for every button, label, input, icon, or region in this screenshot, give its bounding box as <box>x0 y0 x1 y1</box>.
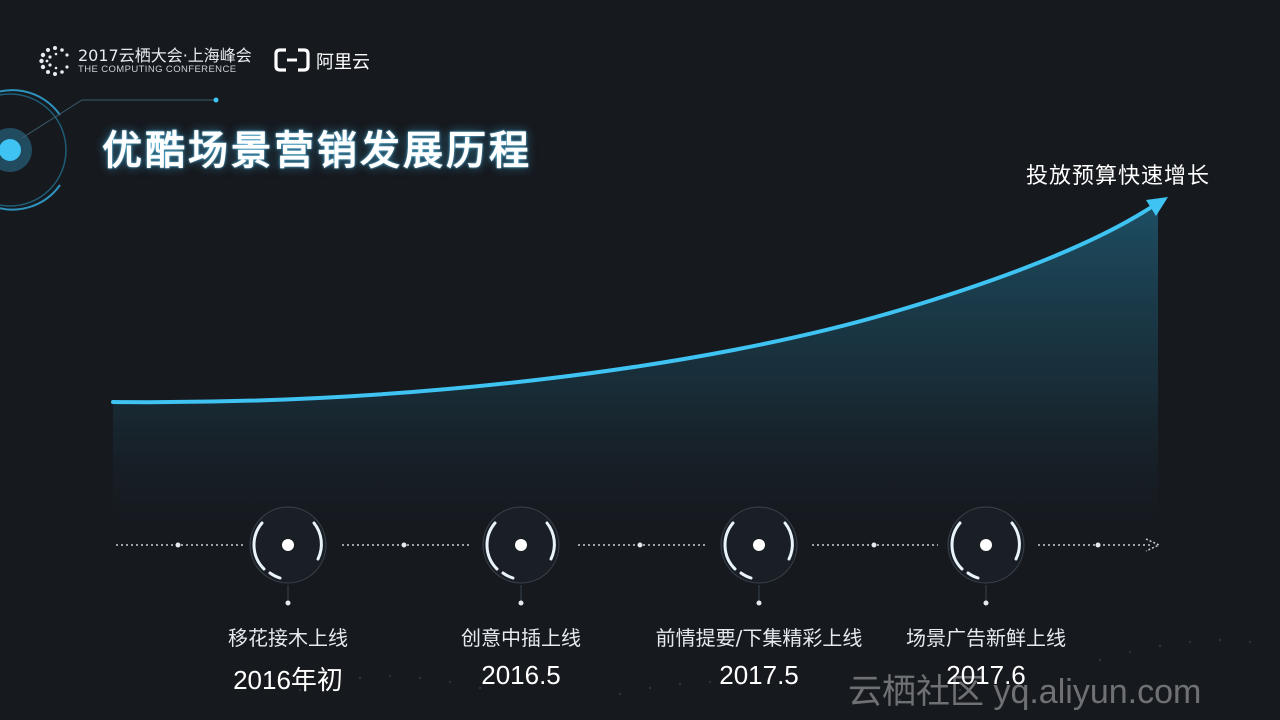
target-ring-icon <box>249 506 327 606</box>
growth-area <box>113 202 1158 545</box>
page-title: 优酷场景营销发展历程 <box>102 128 532 174</box>
brand-name: 阿里云 <box>316 52 370 73</box>
title-decoration-icon <box>0 89 219 211</box>
milestone-date: 2016年初 <box>233 665 343 695</box>
milestone-date: 2017.6 <box>946 660 1026 690</box>
target-ring-icon <box>947 506 1025 606</box>
header-logos: 2017云栖大会·上海峰会 THE COMPUTING CONFERENCE 阿… <box>38 42 398 82</box>
aliyun-logo-icon <box>274 48 310 72</box>
milestone-label: 前情提要/下集精彩上线 <box>655 626 863 650</box>
growth-arrow-icon <box>1146 197 1168 216</box>
watermark: 云栖社区 yq.aliyun.com <box>848 673 1202 711</box>
timeline <box>116 538 1161 552</box>
milestone-label: 移花接木上线 <box>228 626 348 650</box>
milestone-date: 2016.5 <box>481 660 561 690</box>
milestone-label: 场景广告新鲜上线 <box>906 626 1066 650</box>
growth-label: 投放预算快速增长 <box>1026 164 1211 189</box>
growth-curve <box>111 206 1152 405</box>
milestone-date: 2017.5 <box>719 660 799 690</box>
dot-wave-texture <box>298 638 1252 702</box>
conference-title: 2017云栖大会·上海峰会 <box>78 46 252 65</box>
target-ring-icon <box>482 506 560 606</box>
conference-logo-icon <box>39 46 69 76</box>
milestone-label: 创意中插上线 <box>461 626 581 650</box>
target-ring-icon <box>720 506 798 606</box>
conference-subtitle: THE COMPUTING CONFERENCE <box>78 64 237 75</box>
